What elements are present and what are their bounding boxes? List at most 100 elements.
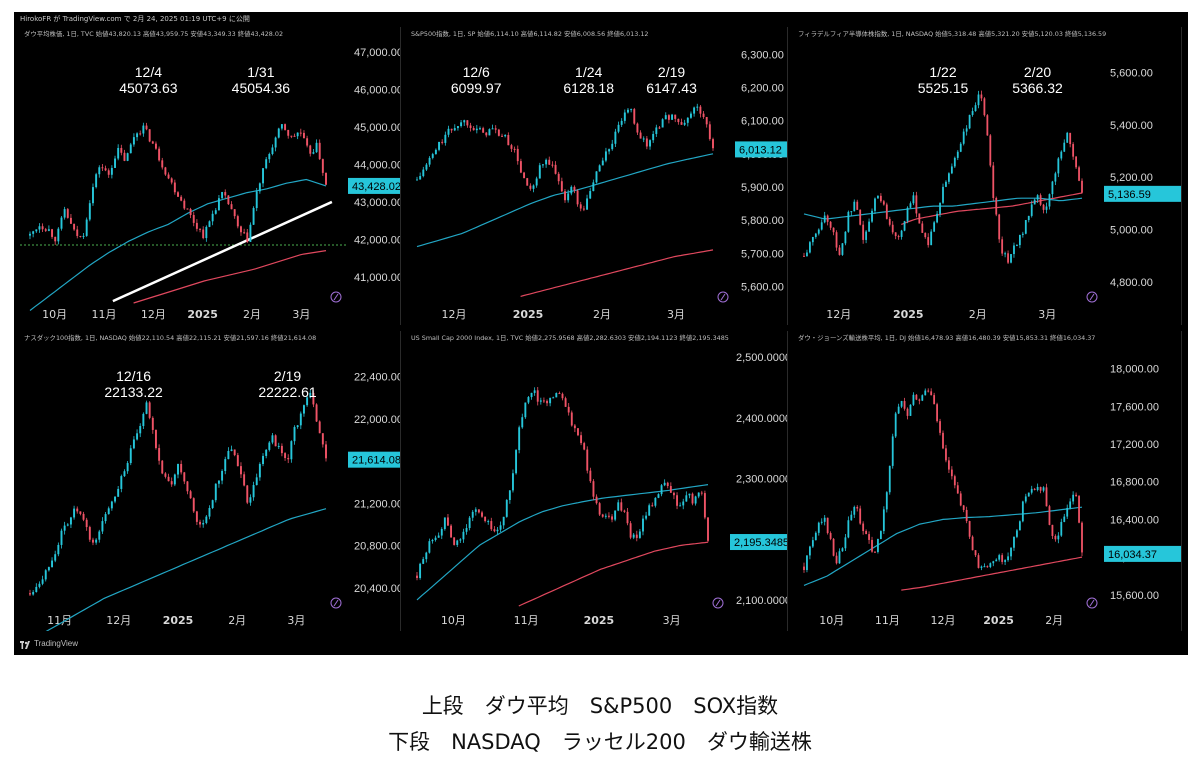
candle — [129, 445, 132, 466]
candle — [208, 505, 211, 520]
candle — [936, 211, 938, 224]
candle — [114, 496, 116, 504]
chart-svg[interactable]: S&P500指数, 1日, SP 始値6,114.10 高値6,114.82 安… — [407, 27, 788, 325]
moving-average-short — [29, 178, 327, 311]
candle — [942, 183, 944, 204]
chart-settings-icon[interactable] — [1086, 291, 1098, 303]
candle — [705, 116, 708, 128]
candle — [555, 392, 558, 398]
candle — [806, 555, 808, 573]
candle — [252, 481, 255, 501]
candle — [258, 462, 261, 481]
candle — [809, 545, 811, 560]
y-tick-label: 2,100.0000 — [736, 595, 788, 607]
candle — [702, 110, 705, 119]
candle — [1078, 495, 1080, 524]
candle — [885, 491, 888, 513]
candle — [202, 519, 205, 528]
chart-svg[interactable]: ダウ・ジョーンズ輸送株平均, 1日, DJ 始値16,478.93 高値16,4… — [794, 331, 1182, 631]
candle — [561, 392, 564, 401]
candle — [154, 429, 157, 450]
chart-panel-dow-transport[interactable]: ダウ・ジョーンズ輸送株平均, 1日, DJ 始値16,478.93 高値16,4… — [794, 331, 1182, 631]
candle — [1051, 180, 1054, 198]
candle — [57, 542, 60, 557]
candle — [123, 149, 126, 162]
candle — [527, 395, 530, 405]
candle — [1075, 492, 1077, 497]
candle — [538, 162, 541, 179]
candle — [573, 424, 576, 433]
candle — [655, 124, 658, 137]
candle — [496, 526, 499, 535]
chart-panel-sox[interactable]: フィラデルフィア半導体株指数, 1日, NASDAQ 始値5,318.48 高値… — [794, 27, 1182, 325]
chart-settings-icon[interactable] — [330, 597, 342, 609]
candle — [230, 201, 233, 210]
candle — [989, 562, 992, 569]
candle — [431, 152, 434, 160]
candle — [41, 223, 44, 232]
y-tick-label: 2,400.0000 — [736, 413, 788, 425]
candle — [586, 446, 589, 474]
candle — [1001, 236, 1004, 256]
candle — [918, 213, 921, 224]
chart-panel-dow[interactable]: ダウ平均株価, 1日, TVC 始値43,820.13 高値43,959.75 … — [20, 27, 401, 325]
candle — [974, 102, 977, 112]
candle — [309, 389, 312, 399]
candle — [652, 130, 655, 143]
candle — [129, 142, 132, 154]
chart-svg[interactable]: ダウ平均株価, 1日, TVC 始値43,820.13 高値43,959.75 … — [20, 27, 401, 325]
chart-svg[interactable]: ナスダック100指数, 1日, NASDAQ 始値22,110.54 高値22,… — [20, 331, 401, 631]
candle — [580, 431, 583, 446]
candle — [632, 532, 635, 540]
candle — [627, 107, 629, 114]
candle — [419, 562, 422, 580]
chart-settings-icon[interactable] — [717, 291, 729, 303]
y-tick-label: 5,000.00 — [1110, 225, 1153, 237]
candle — [120, 474, 123, 493]
candle — [623, 509, 626, 513]
y-tick-label: 22,400.00 — [354, 372, 401, 384]
candle — [1018, 234, 1021, 249]
candle — [233, 449, 236, 457]
candle — [865, 529, 868, 535]
candle — [224, 189, 227, 199]
chart-svg[interactable]: フィラデルフィア半導体株指数, 1日, NASDAQ 始値5,318.48 高値… — [794, 27, 1182, 325]
x-tick-label: 12月 — [826, 308, 851, 321]
candle — [663, 479, 666, 487]
annotation-value: 5366.32 — [1012, 80, 1063, 96]
candle — [32, 590, 35, 596]
candle — [145, 400, 148, 415]
last-price-label: 6,013.12 — [739, 144, 782, 156]
candle — [592, 179, 595, 192]
candle — [835, 230, 838, 251]
candle — [1066, 131, 1069, 143]
candle — [154, 141, 157, 150]
candle — [1075, 156, 1077, 170]
candle — [664, 112, 667, 120]
chart-settings-icon[interactable] — [1086, 597, 1098, 609]
candle — [513, 146, 516, 153]
candle — [642, 136, 645, 143]
chart-svg[interactable]: US Small Cap 2000 Index, 1日, TVC 始値2,275… — [407, 331, 788, 631]
candle — [88, 200, 91, 222]
y-tick-label: 5,400.00 — [1110, 120, 1153, 132]
candle — [447, 514, 449, 526]
candle — [936, 402, 938, 423]
trendline[interactable] — [112, 200, 333, 303]
chart-settings-icon[interactable] — [712, 597, 724, 609]
candle — [252, 206, 255, 225]
chart-panel-russell2000[interactable]: US Small Cap 2000 Index, 1日, TVC 始値2,275… — [407, 331, 788, 631]
candle — [422, 556, 425, 565]
chart-settings-icon[interactable] — [330, 291, 342, 303]
candle — [296, 132, 299, 140]
candle — [838, 548, 841, 564]
candle — [564, 396, 567, 407]
candle — [536, 387, 539, 406]
chart-panel-sp500[interactable]: S&P500指数, 1日, SP 始値6,114.10 高値6,114.82 安… — [407, 27, 788, 325]
candle — [465, 524, 468, 535]
candle — [293, 425, 296, 445]
x-tick-label: 11月 — [92, 308, 117, 321]
candle — [968, 520, 971, 539]
candle — [1004, 559, 1007, 566]
chart-panel-nasdaq100[interactable]: ナスダック100指数, 1日, NASDAQ 始値22,110.54 高値22,… — [20, 331, 401, 631]
